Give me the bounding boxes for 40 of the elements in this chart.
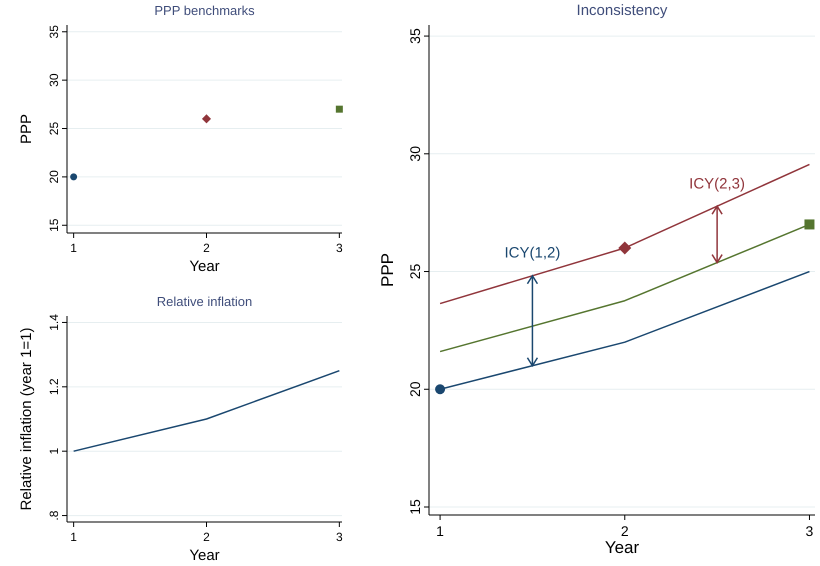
y-tick-label: 35: [47, 24, 61, 38]
x-tick-label: 2: [203, 241, 210, 255]
x-tick-label: 3: [336, 530, 343, 544]
point: [202, 114, 212, 124]
x-tick-label: 2: [203, 530, 210, 544]
point: [70, 173, 78, 180]
y-tick-label: 20: [407, 381, 423, 398]
y-tick-label: 30: [47, 73, 61, 87]
x-tick-label: 3: [336, 241, 343, 255]
x-tick-label: 1: [70, 241, 78, 255]
y-tick-label: 25: [47, 122, 61, 136]
y-tick-label: 1.4: [47, 314, 61, 331]
chart-title: Inconsistency: [576, 2, 668, 19]
annotation: ICY(1,2): [504, 244, 560, 262]
point: [336, 106, 343, 113]
y-tick-label: 25: [407, 264, 423, 280]
chart-title: PPP benchmarks: [154, 3, 256, 18]
y-tick-label: .8: [47, 510, 61, 521]
x-tick-label: 1: [70, 530, 78, 544]
y-axis-title: PPP: [378, 252, 397, 288]
point: [618, 241, 632, 254]
x-tick-label: 2: [620, 523, 629, 539]
y-tick-label: 30: [407, 146, 423, 162]
x-tick-label: 1: [436, 523, 444, 539]
x-axis-title: Year: [189, 258, 220, 275]
x-tick-label: 3: [806, 523, 814, 539]
x-axis-title: Year: [189, 547, 220, 564]
y-tick-label: 1.2: [47, 378, 61, 396]
y-tick-label: 15: [47, 218, 61, 232]
y-axis-title: PPP: [18, 114, 35, 144]
y-axis-title: Relative inflation (year 1=1): [18, 327, 35, 511]
point: [804, 219, 814, 230]
y-tick-label: 35: [407, 28, 423, 44]
y-tick-label: 15: [407, 498, 423, 515]
point: [435, 384, 446, 394]
chart-title: Relative inflation: [156, 294, 252, 309]
annotation: ICY(2,3): [689, 175, 746, 192]
y-tick-label: 20: [47, 170, 61, 184]
y-tick-label: 1: [47, 448, 61, 455]
x-axis-title: Year: [604, 538, 640, 557]
